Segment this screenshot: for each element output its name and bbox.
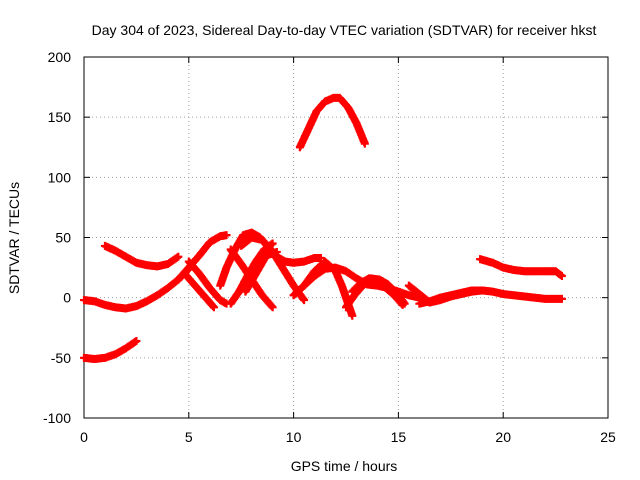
data-point-marker <box>272 247 281 256</box>
data-point-marker <box>132 336 141 345</box>
series-track-r <box>415 286 487 308</box>
y-tick-label: 100 <box>48 169 72 185</box>
series-track-j <box>241 247 281 296</box>
x-tick-label: 20 <box>495 429 511 445</box>
data-points <box>80 93 566 364</box>
x-axis-label: GPS time / hours <box>291 458 398 474</box>
data-point-marker <box>348 311 357 320</box>
data-point-marker <box>557 272 566 281</box>
series-track-m <box>295 93 369 152</box>
series-track-e <box>184 257 231 308</box>
data-point-marker <box>557 294 566 303</box>
series-track-k <box>226 239 277 308</box>
data-point-marker <box>268 303 277 312</box>
data-point-marker <box>398 300 407 309</box>
axis-ticks: 0 5 10 15 20 25 -100 -50 0 50 100 150 200 <box>43 49 616 445</box>
series-track-p <box>348 274 407 309</box>
series-track-a <box>80 264 193 313</box>
y-tick-label: 150 <box>48 109 72 125</box>
x-tick-label: 5 <box>185 429 193 445</box>
data-point-marker <box>174 252 183 261</box>
y-tick-label: -50 <box>51 350 71 366</box>
series-track-s <box>476 255 566 281</box>
data-point-marker <box>478 286 487 295</box>
data-point-marker <box>222 231 231 240</box>
series-track-b <box>80 336 141 364</box>
y-tick-label: -100 <box>43 410 71 426</box>
data-point-marker <box>360 139 369 148</box>
x-tick-label: 25 <box>600 429 616 445</box>
data-point-marker <box>300 296 309 305</box>
x-tick-label: 15 <box>391 429 407 445</box>
series-track-c <box>100 241 183 271</box>
y-tick-label: 50 <box>55 230 71 246</box>
y-tick-label: 0 <box>63 290 71 306</box>
x-tick-label: 0 <box>80 429 88 445</box>
series-track-f <box>180 269 218 312</box>
x-tick-label: 10 <box>286 429 302 445</box>
data-point-marker <box>209 303 218 312</box>
chart-title: Day 304 of 2023, Sidereal Day-to-day VTE… <box>92 22 597 38</box>
series-track-n <box>300 257 357 320</box>
data-point-marker <box>316 253 325 262</box>
y-tick-label: 200 <box>48 49 72 65</box>
data-point-marker <box>268 239 277 248</box>
y-axis-label: SDTVAR / TECUs <box>6 182 22 294</box>
